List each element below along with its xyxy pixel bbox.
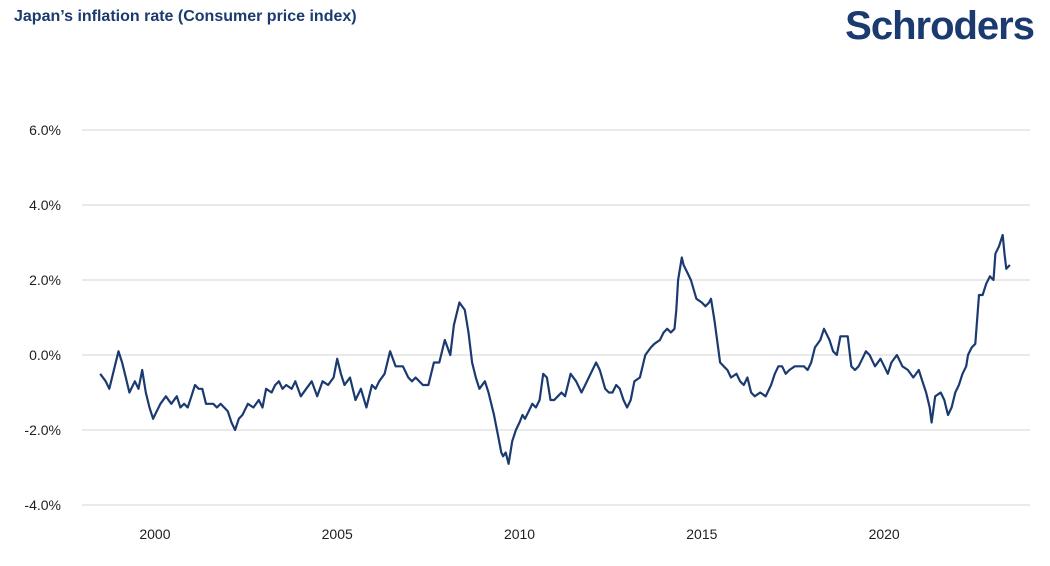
y-tick-label: -4.0% [24,497,61,513]
schroders-logo: Schroders [845,4,1035,48]
y-tick-label: 0.0% [29,347,61,363]
y-tick-label: 6.0% [29,122,61,138]
x-tick-label: 2010 [504,526,535,542]
x-tick-label: 2015 [686,526,717,542]
y-axis-tick-labels: 6.0% 4.0% 2.0% 0.0% -2.0% -4.0% [24,122,61,513]
series-lines [99,233,1011,465]
y-tick-label: 2.0% [29,272,61,288]
grid-lines [82,129,1030,506]
y-tick-label: 4.0% [29,197,61,213]
series-line-cpi [99,233,1011,465]
y-tick-label: -2.0% [24,422,61,438]
chart-title: Japan’s inflation rate (Consumer price i… [14,8,357,25]
x-tick-label: 2005 [322,526,353,542]
x-tick-label: 2020 [869,526,900,542]
x-axis-tick-labels: 2000 2005 2010 2015 2020 [139,526,900,542]
x-tick-label: 2000 [139,526,170,542]
